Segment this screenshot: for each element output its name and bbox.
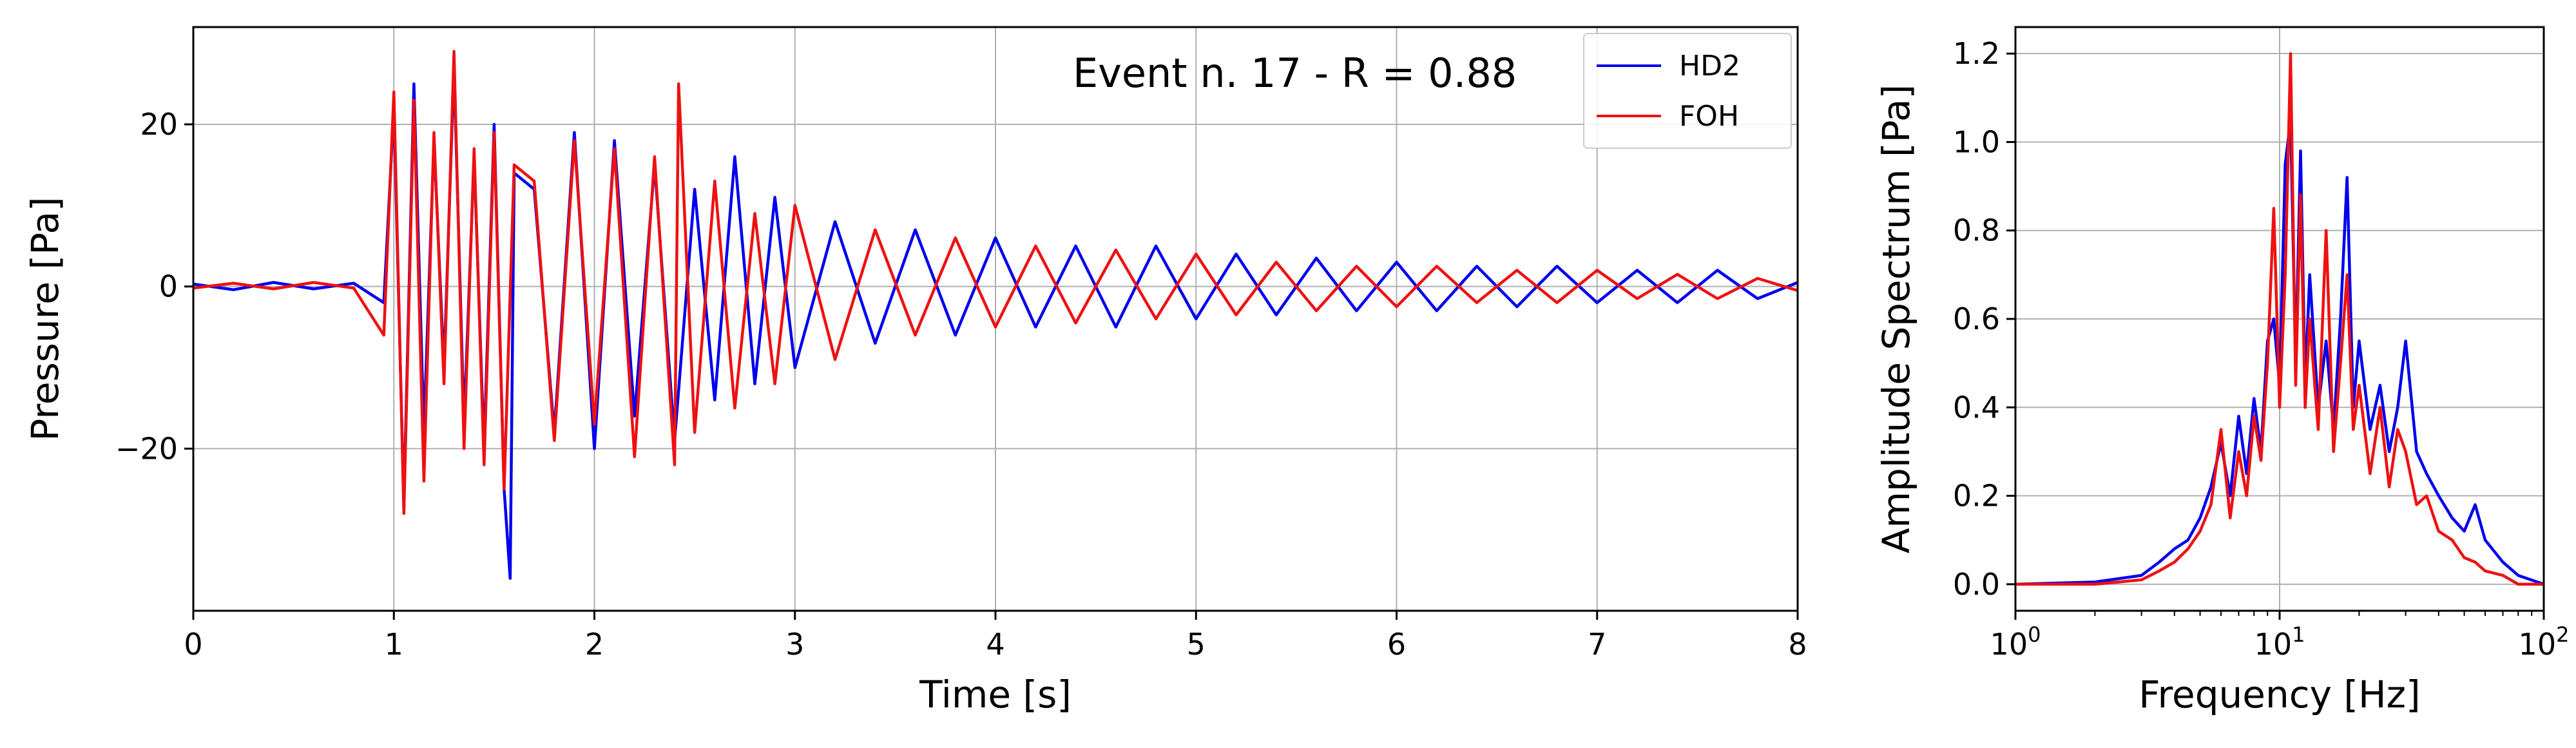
right-x-tick-label: 101 bbox=[2254, 622, 2305, 662]
amplitude-spectrum-panel: 100 101 102 0.0 0.2 0.4 0.6 0.8 1.0 1.2 Frequency… bbox=[1874, 26, 2570, 716]
right-y-tick-label: 0.2 bbox=[1953, 479, 2000, 513]
left-x-tick-label: 3 bbox=[785, 627, 804, 662]
left-y-tick-label: −20 bbox=[115, 431, 178, 466]
right-y-tick-label: 1.2 bbox=[1953, 36, 2000, 71]
left-x-tick-label: 6 bbox=[1387, 627, 1406, 662]
left-x-tick-label: 7 bbox=[1588, 627, 1606, 662]
event-annotation: Event n. 17 - R = 0.88 bbox=[1073, 50, 1517, 97]
right-y-tick-label: 0.6 bbox=[1953, 302, 2000, 336]
right-x-axis-label: Frequency [Hz] bbox=[2139, 673, 2420, 716]
left-y-tick-label: 20 bbox=[140, 107, 178, 142]
left-x-tick-label: 8 bbox=[1788, 627, 1807, 662]
left-y-tick-label: 0 bbox=[159, 269, 178, 304]
left-x-tick-label: 1 bbox=[385, 627, 403, 662]
right-y-tick-label: 0.0 bbox=[1953, 567, 2000, 602]
right-x-tick-label: 102 bbox=[2519, 622, 2570, 662]
right-series-line-foh bbox=[2015, 52, 2544, 586]
right-y-tick-label: 1.0 bbox=[1953, 124, 2000, 159]
legend: HD2 FOH bbox=[1583, 33, 1792, 149]
right-series bbox=[2015, 52, 2544, 586]
legend-box bbox=[1583, 33, 1792, 149]
legend-label-foh: FOH bbox=[1679, 100, 1739, 133]
left-ticks: 0 1 2 3 4 5 6 7 8 −20 0 20 bbox=[115, 107, 1807, 662]
left-series-line-foh bbox=[193, 50, 1798, 515]
right-y-tick-label: 0.8 bbox=[1953, 213, 2000, 248]
left-x-tick-label: 4 bbox=[986, 627, 1004, 662]
left-series bbox=[193, 50, 1798, 580]
legend-label-hd2: HD2 bbox=[1679, 50, 1740, 82]
pressure-time-series-panel: 0 1 2 3 4 5 6 7 8 −20 0 20 Time [s] Pressure [Pa] E… bbox=[23, 26, 1807, 716]
left-y-axis-label: Pressure [Pa] bbox=[23, 197, 67, 441]
right-x-tick-label: 100 bbox=[1990, 622, 2041, 662]
right-y-tick-label: 0.4 bbox=[1953, 390, 2000, 425]
right-ticks: 100 101 102 0.0 0.2 0.4 0.6 0.8 1.0 1.2 bbox=[1953, 36, 2570, 662]
left-x-tick-label: 5 bbox=[1187, 627, 1206, 662]
left-x-tick-label: 0 bbox=[184, 627, 202, 662]
left-x-tick-label: 2 bbox=[585, 627, 604, 662]
left-x-axis-label: Time [s] bbox=[919, 673, 1072, 716]
right-y-axis-label: Amplitude Spectrum [Pa] bbox=[1874, 84, 1918, 553]
